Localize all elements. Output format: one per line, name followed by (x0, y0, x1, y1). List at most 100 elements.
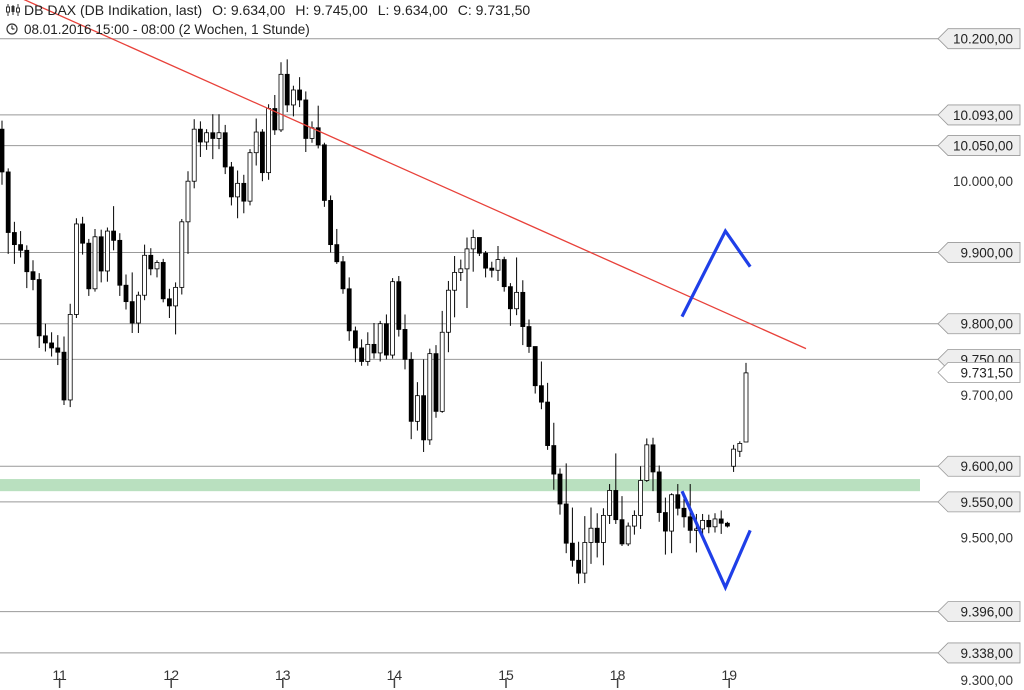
level-label: 10.093,00 (953, 108, 1013, 123)
candle-body (297, 89, 303, 101)
candle-body (222, 132, 228, 168)
candle-body (247, 152, 253, 202)
candle-body (86, 242, 92, 290)
candle-body (638, 480, 643, 516)
candle-body (390, 281, 396, 356)
axes: 11 12 13 14 15 18 19 (52, 667, 737, 688)
candle-body (507, 286, 513, 310)
candle-body (383, 323, 389, 356)
candle-body (346, 288, 352, 332)
candle-body (656, 471, 662, 513)
candle-body (613, 490, 619, 521)
candle-body (563, 503, 569, 544)
candle-body (371, 343, 377, 354)
candle-body (98, 236, 104, 272)
candle-body (625, 525, 631, 545)
candle-body (185, 180, 191, 223)
horizontal-levels (0, 38, 938, 654)
candle-body (396, 281, 402, 330)
candle-body (24, 249, 30, 273)
candle-body (18, 244, 24, 251)
candle-body (718, 518, 724, 524)
candle-body (421, 395, 427, 441)
candle-body (359, 347, 365, 362)
candle-body (539, 385, 544, 403)
period-text: 08.01.2016 15:00 - 08:00 (2 Wochen, 1 St… (24, 22, 310, 37)
candle-body (644, 444, 650, 481)
candle-body (328, 200, 334, 246)
candle-body (148, 254, 154, 270)
level-label: 9.338,00 (960, 646, 1013, 661)
candle-body (36, 279, 42, 337)
y-axis-label: 9.700,00 (960, 388, 1013, 403)
candle-body (11, 232, 17, 246)
scenario-up (680, 227, 752, 318)
candle-body (712, 518, 718, 528)
candle-body (166, 298, 172, 307)
candle-body (607, 490, 612, 516)
candle-body (483, 252, 489, 269)
candle-body (67, 314, 73, 401)
candle-body (452, 272, 458, 291)
chart-period: 08.01.2016 15:00 - 08:00 (2 Wochen, 1 St… (6, 22, 320, 37)
candle-body (669, 494, 674, 532)
candle-body (737, 443, 743, 452)
x-tick-label: 14 (387, 667, 403, 683)
candle-body (154, 262, 160, 270)
x-tick-label: 13 (275, 667, 291, 683)
candle-body (340, 261, 346, 290)
level-label: 9.800,00 (960, 317, 1013, 332)
candle-body (278, 73, 284, 131)
level-label: 10.050,00 (953, 139, 1013, 154)
candle-body (725, 522, 730, 527)
candle-body (570, 542, 575, 561)
candle-body (650, 444, 656, 473)
level-label-box (937, 455, 1021, 477)
candle-body (191, 128, 197, 182)
candle-body (632, 514, 637, 527)
level-label: 9.900,00 (960, 245, 1013, 260)
y-axis-label: 10.000,00 (953, 174, 1013, 189)
candle-body (49, 342, 54, 349)
candle-body (439, 331, 445, 412)
candle-body (74, 223, 79, 315)
candle-body (117, 239, 123, 286)
candle-body (464, 248, 470, 270)
level-label: 10.200,00 (953, 32, 1013, 47)
candle-body (105, 230, 110, 272)
candle-body (5, 171, 11, 233)
candle-body (61, 351, 67, 401)
candle-body (501, 259, 507, 288)
candle-body (433, 353, 439, 412)
clock-icon (6, 23, 18, 35)
level-label-box (937, 28, 1021, 50)
candle-body (408, 358, 414, 422)
candle-body (321, 144, 327, 201)
x-tick-label: 18 (610, 667, 626, 683)
candle-body (303, 99, 309, 139)
candle-body (476, 237, 482, 254)
candle-body (700, 519, 705, 530)
candle-body (92, 236, 98, 290)
candle-body (557, 473, 563, 505)
low-value: L: 9.634,00 (377, 2, 448, 18)
candle-body (731, 448, 736, 467)
candle-body (594, 527, 600, 543)
candle-body (43, 335, 48, 344)
level-label-box (937, 135, 1021, 156)
candle-body (402, 329, 408, 360)
candle-body (706, 519, 712, 528)
scenario-arrows (680, 227, 752, 592)
instrument-name: DB DAX (DB Indikation, last) (24, 2, 203, 18)
last-price-label: 9.731,50 (960, 366, 1013, 381)
trendline-layer (23, 0, 807, 350)
candle-body (135, 294, 141, 324)
candle-body (315, 127, 321, 146)
candle-body (681, 507, 687, 518)
candle-body (520, 291, 526, 327)
level-label-box (937, 104, 1021, 126)
candle-body (210, 132, 216, 139)
last-price-label-box (937, 362, 1021, 383)
scenario-down (680, 490, 752, 592)
